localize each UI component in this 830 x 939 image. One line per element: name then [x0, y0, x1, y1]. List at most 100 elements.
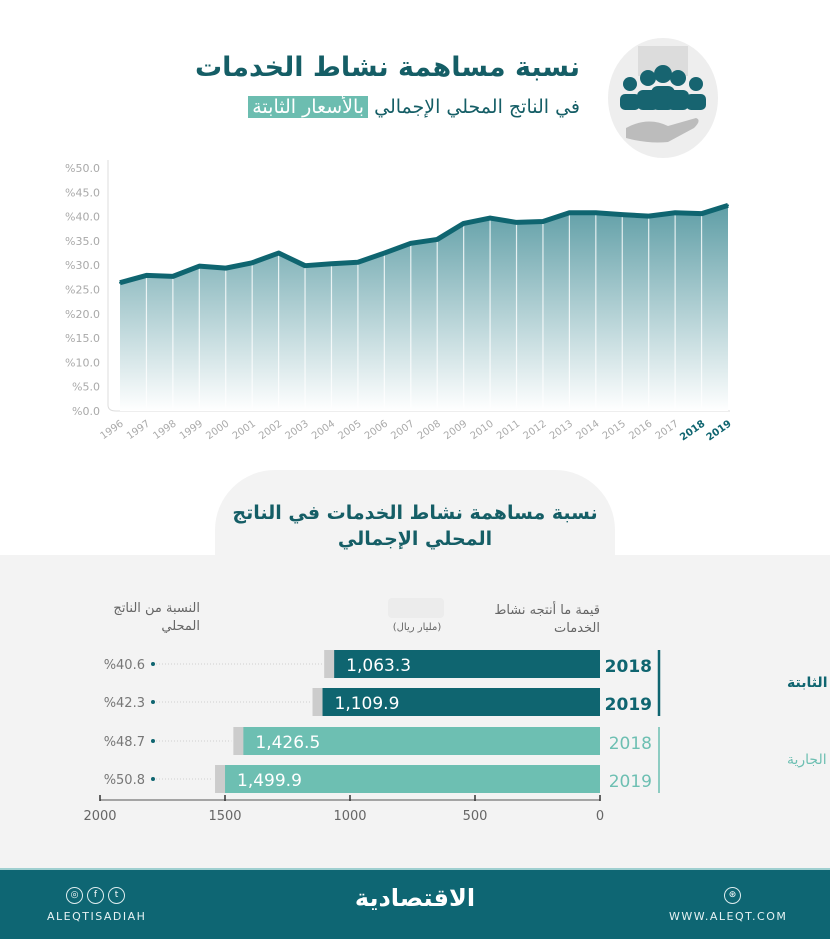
main-subtitle: في الناتج المحلي الإجمالي بالأسعار الثاب…: [248, 96, 580, 118]
x-tick-label: 1999: [178, 418, 205, 442]
leader-dot: [151, 777, 155, 781]
social-handle[interactable]: ALEQTISADIAH: [47, 910, 147, 923]
data-point: [594, 211, 597, 214]
footer: ◎ f t ALEQTISADIAH الاقتصادية ⊛ WWW.ALEQT.…: [0, 868, 830, 939]
year-label: 2018: [609, 734, 652, 754]
x-tick-label: 2000: [83, 809, 116, 824]
bar-shadow: [324, 650, 337, 678]
money-icon: [388, 598, 444, 618]
bar-shadow: [233, 727, 246, 755]
subtitle-highlight: بالأسعار الثابتة: [248, 96, 369, 118]
series-line: [119, 203, 729, 286]
data-point: [462, 222, 465, 225]
x-tick-label: 1997: [125, 418, 152, 442]
data-point: [436, 238, 439, 241]
twitter-icon[interactable]: t: [108, 887, 125, 904]
x-tick-label: 2009: [442, 418, 469, 442]
bar: [322, 688, 600, 716]
data-point: [198, 265, 201, 268]
x-tick-label: 2015: [601, 418, 628, 442]
data-point: [647, 215, 650, 218]
y-tick-label: %45.0: [65, 186, 100, 199]
share-label: %50.8: [104, 773, 145, 788]
x-tick-label: 2012: [522, 418, 549, 442]
x-tick-label: 0: [596, 809, 604, 824]
data-point: [515, 221, 518, 224]
y-tick-label: %25.0: [65, 284, 100, 297]
data-point: [119, 281, 121, 284]
y-tick-label: %20.0: [65, 308, 100, 321]
x-tick-label: 500: [463, 809, 488, 824]
y-tick-label: %30.0: [65, 259, 100, 272]
bar-value-label: 1,109.9: [335, 694, 400, 714]
y-tick-label: %35.0: [65, 235, 100, 248]
data-point: [409, 242, 412, 245]
value-header: قيمة ما أنتجه نشاط الخدمات: [494, 603, 600, 636]
axis-line: [107, 160, 730, 412]
bar-value-label: 1,499.9: [237, 771, 302, 791]
group-label: بالأسعار الثابتة: [787, 674, 830, 691]
share-label: %48.7: [104, 735, 145, 750]
data-point: [489, 217, 492, 220]
y-tick-label: %40.0: [65, 211, 100, 224]
bar: [225, 765, 600, 793]
website-link[interactable]: WWW.ALEQT.COM: [669, 910, 788, 923]
x-tick-label: 2013: [548, 418, 575, 442]
leader-dot: [151, 739, 155, 743]
share-header: النسبة من الناتج المحلي: [113, 601, 200, 634]
y-tick-label: %10.0: [65, 356, 100, 369]
x-tick-label: 2008: [416, 418, 443, 442]
x-tick-label: 2002: [257, 418, 284, 442]
y-tick-label: %5.0: [72, 381, 100, 394]
x-tick-label: 1996: [99, 418, 126, 442]
y-tick-label: %15.0: [65, 332, 100, 345]
data-point: [145, 274, 148, 277]
year-label: 2018: [605, 657, 652, 677]
share-label: %40.6: [104, 658, 145, 673]
year-label: 2019: [609, 772, 652, 792]
bar-shadow: [215, 765, 228, 793]
x-tick-label: 2006: [363, 418, 390, 442]
y-tick-label: %0.0: [72, 405, 100, 418]
group-label: بالأسعار الجارية: [787, 750, 830, 768]
x-tick-label: 1500: [208, 809, 241, 824]
x-tick-label: 2004: [310, 418, 337, 442]
x-tick-label: 2010: [469, 418, 496, 442]
data-point: [541, 220, 544, 223]
bar-shadow: [312, 688, 325, 716]
people-hand-icon: [608, 38, 718, 158]
x-tick-label: 1000: [333, 809, 366, 824]
y-tick-label: %50.0: [65, 162, 100, 175]
data-point: [224, 267, 227, 270]
x-tick-label: 2005: [336, 418, 363, 442]
x-tick-label: 2016: [627, 418, 654, 442]
data-point: [621, 213, 624, 216]
data-point: [674, 211, 677, 214]
logo: الاقتصادية: [354, 884, 476, 912]
x-tick-label: 2018: [678, 418, 707, 443]
leader-dot: [151, 662, 155, 666]
bar-chart-title: نسبة مساهمة نشاط الخدمات في الناتج المحل…: [232, 502, 598, 550]
facebook-icon[interactable]: f: [87, 887, 104, 904]
data-point: [330, 262, 333, 265]
bar-section-tab: [215, 470, 615, 570]
x-tick-label: 2001: [231, 418, 258, 442]
data-point: [383, 252, 386, 255]
unit-label: (مليار ريال): [392, 622, 442, 633]
data-point: [568, 211, 571, 214]
subtitle-text: في الناتج المحلي الإجمالي: [374, 96, 580, 118]
data-point: [171, 275, 174, 278]
social-icons: ◎ f t: [64, 882, 127, 904]
x-tick-label: 2011: [495, 418, 522, 442]
data-point: [700, 212, 703, 215]
bar-value-label: 1,063.3: [346, 656, 411, 676]
data-point: [356, 261, 359, 264]
bar: [334, 650, 600, 678]
instagram-icon[interactable]: ◎: [66, 887, 83, 904]
services-share-area-chart: %0.0 %5.0 %10.0 %15.0 %20.0 %25.0 %30.0 %35.0 %4…: [65, 160, 734, 443]
x-tick-label: 1998: [151, 418, 178, 442]
x-tick-label: 2000: [204, 418, 231, 442]
globe-icon: ⊛: [724, 887, 741, 904]
data-point: [304, 264, 307, 267]
